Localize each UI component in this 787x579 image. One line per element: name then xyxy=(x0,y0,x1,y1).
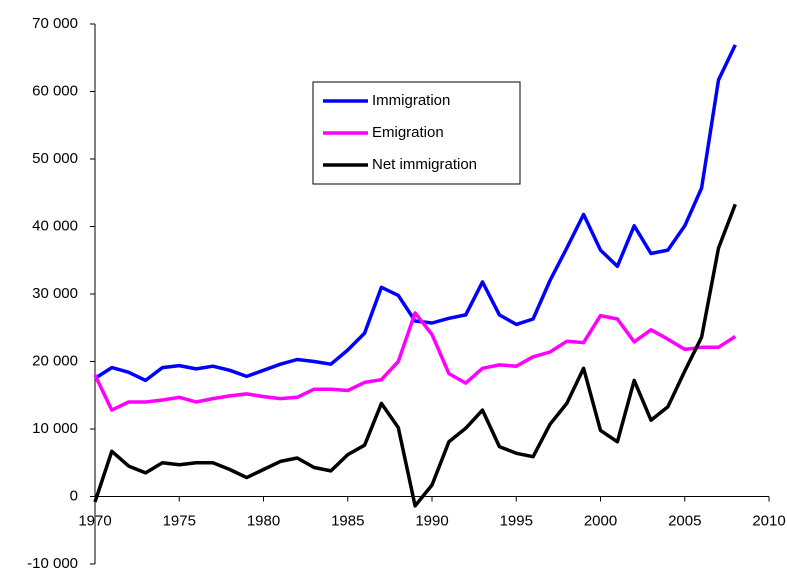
series-line xyxy=(93,311,737,412)
y-tick-label: 70 000 xyxy=(32,15,78,32)
x-tick-label: 1970 xyxy=(78,512,111,529)
y-tick-label: 10 000 xyxy=(32,420,78,437)
legend: Immigration Emigration Net immigration xyxy=(312,81,521,185)
y-tick-label: 0 xyxy=(70,487,78,504)
x-tick-label: 2000 xyxy=(584,512,617,529)
x-tick-label: 1975 xyxy=(163,512,196,529)
series-line xyxy=(94,44,737,383)
x-tick-label: 1985 xyxy=(331,512,364,529)
legend-label: Immigration xyxy=(372,92,450,109)
y-tick-label: 20 000 xyxy=(32,352,78,369)
x-tick-label: 2005 xyxy=(668,512,701,529)
legend-label: Emigration xyxy=(372,124,444,141)
x-tick-label: 2010 xyxy=(752,512,785,529)
y-tick-label: 50 000 xyxy=(32,150,78,167)
y-tick-label: 60 000 xyxy=(32,82,78,99)
x-tick-label: 1980 xyxy=(247,512,280,529)
y-tick-label: 30 000 xyxy=(32,285,78,302)
y-tick-label: -10 000 xyxy=(27,555,78,572)
x-tick-label: 1990 xyxy=(415,512,448,529)
legend-label: Net immigration xyxy=(372,156,477,173)
x-tick-label: 1995 xyxy=(500,512,533,529)
series-line xyxy=(93,203,737,508)
y-tick-label: 40 000 xyxy=(32,217,78,234)
